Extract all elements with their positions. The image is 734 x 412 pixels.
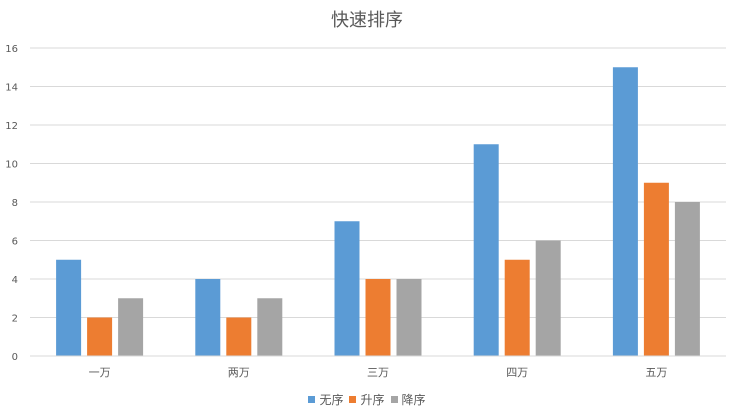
y-axis-ticks: 0 2 4 6 8 10 12 14 16 [5,44,18,363]
x-category-label: 四万 [506,366,528,379]
bar-降序-两万 [257,298,282,356]
bar-无序-三万 [335,221,360,356]
chart-title: 快速排序 [0,6,734,32]
legend-swatch [391,396,398,403]
x-axis-categories: 一万 两万 三万 四万 五万 [89,366,668,379]
legend-swatch [308,396,315,403]
y-tick-label: 8 [12,198,18,209]
bar-降序-四万 [536,241,561,357]
bars [56,67,700,356]
legend-label: 无序 [319,391,343,408]
y-tick-label: 16 [5,44,18,55]
y-tick-label: 0 [12,352,18,363]
bar-无序-五万 [613,67,638,356]
legend-item: 降序 [391,391,426,408]
legend-swatch [349,396,356,403]
legend-label: 降序 [402,391,426,408]
legend-label: 升序 [360,391,384,408]
x-category-label: 五万 [645,366,667,379]
bar-升序-四万 [505,260,530,356]
bar-升序-一万 [87,318,112,357]
bar-降序-三万 [397,279,422,356]
y-tick-label: 10 [5,160,18,171]
x-category-label: 一万 [89,366,111,379]
bar-无序-一万 [56,260,81,356]
y-tick-label: 6 [12,237,18,248]
bar-降序-五万 [675,202,700,356]
legend-item: 无序 [308,391,343,408]
bar-降序-一万 [118,298,143,356]
legend: 无序 升序 降序 [0,391,734,408]
x-category-label: 两万 [228,366,250,379]
bar-升序-两万 [226,318,251,357]
bar-无序-两万 [195,279,220,356]
bar-升序-三万 [366,279,391,356]
y-tick-label: 12 [5,121,18,132]
y-tick-label: 14 [5,83,18,94]
x-category-label: 三万 [367,366,389,379]
bar-无序-四万 [474,144,499,356]
bar-升序-五万 [644,183,669,356]
y-tick-label: 4 [12,275,18,286]
legend-item: 升序 [349,391,384,408]
y-tick-label: 2 [12,314,18,325]
